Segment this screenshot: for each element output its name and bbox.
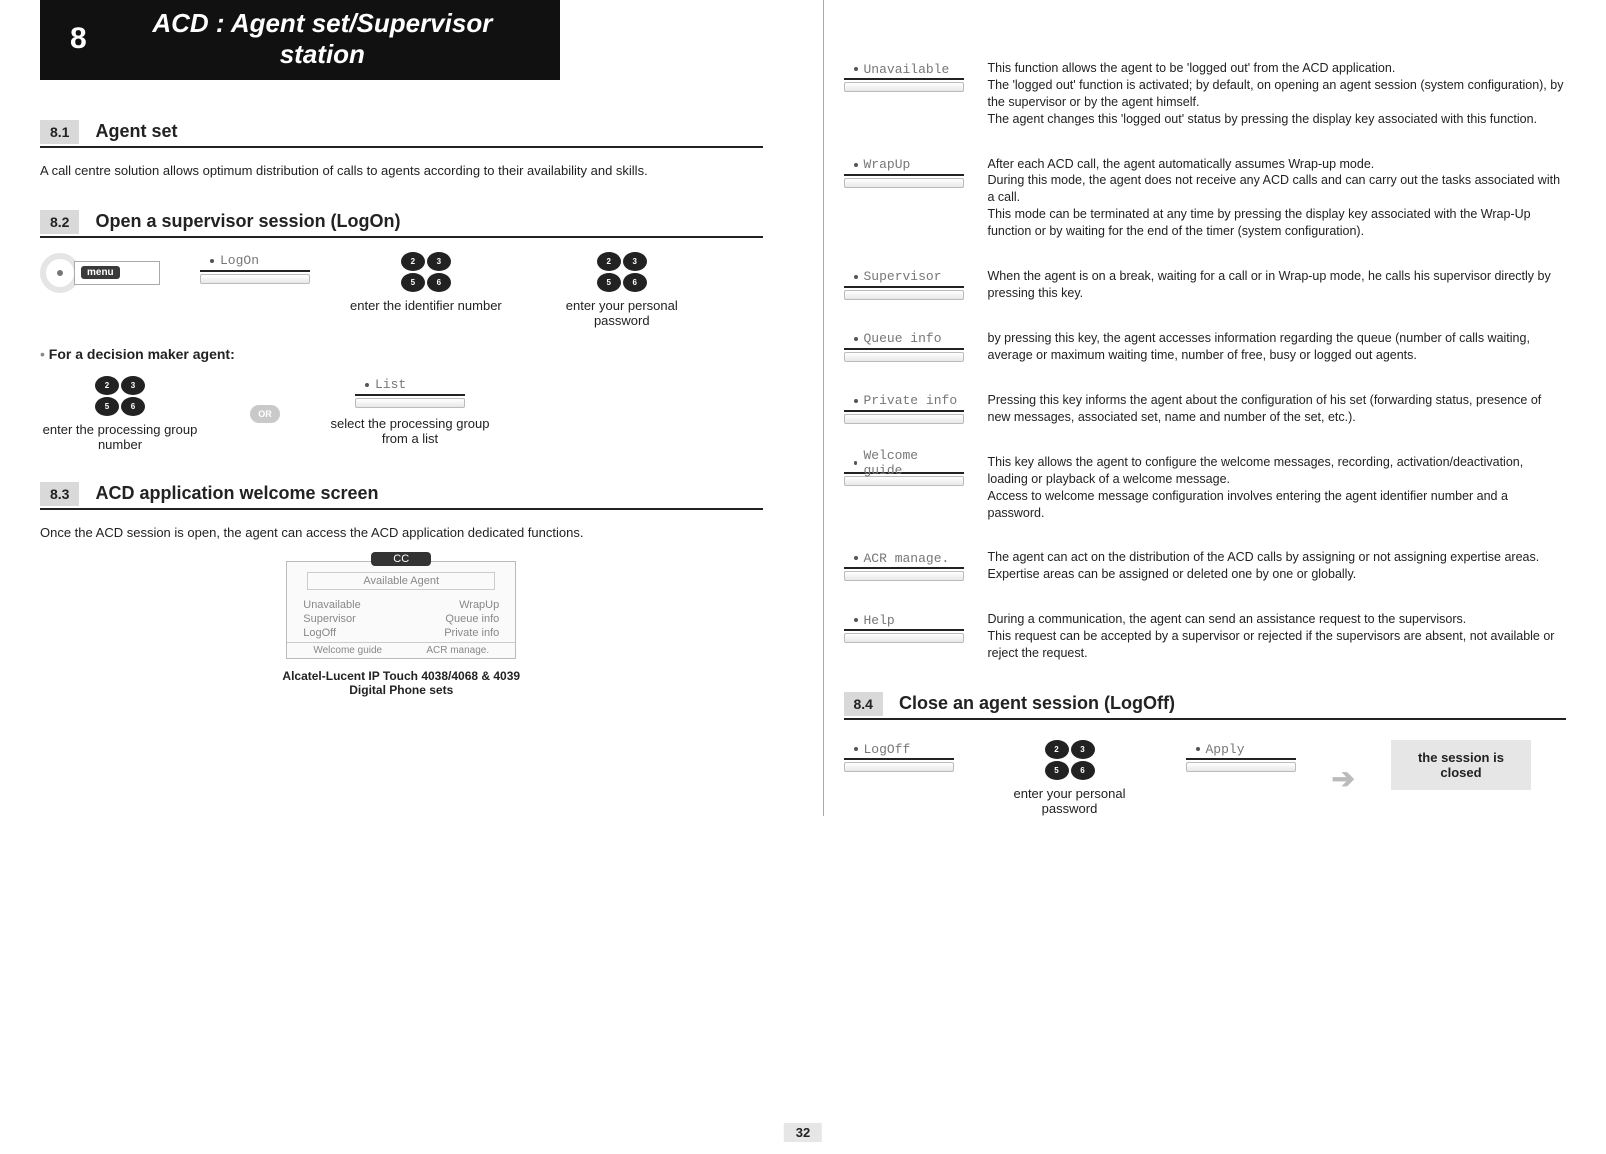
session-closed-box: the session is closed — [1391, 740, 1531, 790]
section-8-1-heading: 8.1 Agent set — [40, 120, 763, 148]
decision-maker-subhead: For a decision maker agent: — [40, 346, 763, 362]
func-private: Private info Pressing this key informs t… — [844, 392, 1567, 426]
apply-softkey-step: Apply — [1186, 740, 1296, 774]
func-desc: This function allows the agent to be 'lo… — [988, 60, 1567, 128]
section-title: Open a supervisor session (LogOn) — [95, 211, 400, 236]
screen-status: Available Agent — [307, 572, 495, 590]
step-caption: enter the identifier number — [350, 298, 502, 313]
section-8-4-heading: 8.4 Close an agent session (LogOff) — [844, 692, 1567, 720]
section-8-2-heading: 8.2 Open a supervisor session (LogOn) — [40, 210, 763, 238]
func-acr: ACR manage. The agent can act on the dis… — [844, 549, 1567, 583]
softkey-label: Unavailable — [844, 60, 964, 80]
screen-caption: Alcatel-Lucent IP Touch 4038/4068 & 4039… — [276, 669, 526, 697]
section-8-1-text: A call centre solution allows optimum di… — [40, 162, 763, 180]
func-help: Help During a communication, the agent c… — [844, 611, 1567, 662]
softkey-private-info: Private info — [844, 392, 964, 426]
softkey-label: Supervisor — [844, 268, 964, 288]
chapter-number: 8 — [70, 22, 87, 56]
keypad-icon: 23 56 — [95, 376, 145, 416]
screen-item: LogOff — [299, 626, 401, 640]
func-desc: Pressing this key informs the agent abou… — [988, 392, 1567, 426]
softkey-list: List — [355, 376, 465, 410]
step-caption: enter the processing group number — [40, 422, 200, 452]
section-number: 8.2 — [40, 210, 79, 234]
func-desc: by pressing this key, the agent accesses… — [988, 330, 1567, 364]
softkey-label: Help — [844, 611, 964, 631]
list-softkey-step: List select the processing group from a … — [330, 376, 490, 446]
func-desc: During a communication, the agent can se… — [988, 611, 1567, 662]
section-title: Agent set — [95, 121, 177, 146]
logon-softkey-step: LogOn — [200, 252, 310, 286]
menu-step: menu — [40, 252, 160, 294]
section-title: Close an agent session (LogOff) — [899, 693, 1175, 718]
screen-item: Supervisor — [299, 612, 401, 626]
keypad-icon: 23 56 — [597, 252, 647, 292]
screen-cc-tab: CC — [371, 552, 431, 566]
enter-pw-step: 23 56 enter your personal password — [990, 740, 1150, 816]
func-desc: The agent can act on the distribution of… — [988, 549, 1567, 583]
enter-pw-step: 23 56 enter your personal password — [542, 252, 702, 328]
softkey-acr-manage: ACR manage. — [844, 549, 964, 583]
screen-item: WrapUp — [401, 598, 503, 612]
func-desc: This key allows the agent to configure t… — [988, 454, 1567, 522]
func-welcome: Welcome guide This key allows the agent … — [844, 454, 1567, 522]
func-queue: Queue info by pressing this key, the age… — [844, 330, 1567, 364]
keypad-icon: 23 56 — [1045, 740, 1095, 780]
screen-item: Unavailable — [299, 598, 401, 612]
softkey-help: Help — [844, 611, 964, 645]
section-8-3-text: Once the ACD session is open, the agent … — [40, 524, 763, 542]
softkey-label: LogOff — [844, 740, 954, 760]
softkey-label: List — [355, 376, 465, 396]
section-title: ACD application welcome screen — [95, 483, 378, 508]
arrow-icon: ➔ — [1332, 762, 1355, 795]
softkey-apply: Apply — [1186, 740, 1296, 774]
softkey-label: Welcome guide — [844, 454, 964, 474]
softkey-wrapup: WrapUp — [844, 156, 964, 190]
screen-item: Queue info — [401, 612, 503, 626]
menu-label: menu — [81, 266, 120, 279]
softkey-logoff: LogOff — [844, 740, 954, 774]
func-desc: When the agent is on a break, waiting fo… — [988, 268, 1567, 302]
softkey-label: WrapUp — [844, 156, 964, 176]
logoff-softkey-step: LogOff — [844, 740, 954, 774]
section-number: 8.4 — [844, 692, 883, 716]
softkey-label: LogOn — [200, 252, 310, 272]
section-8-3-heading: 8.3 ACD application welcome screen — [40, 482, 763, 510]
keypad-icon: 23 56 — [401, 252, 451, 292]
acd-welcome-screen: CC Available Agent Unavailable WrapUp Su… — [286, 561, 516, 659]
chapter-title: ACD : Agent set/Supervisor station — [115, 8, 530, 70]
softkey-label: Queue info — [844, 330, 964, 350]
screen-item: Private info — [401, 626, 503, 640]
softkey-unavailable: Unavailable — [844, 60, 964, 94]
step-caption: enter your personal password — [542, 298, 702, 328]
func-desc: After each ACD call, the agent automatic… — [988, 156, 1567, 240]
screen-bottom-item: ACR manage. — [426, 645, 489, 656]
enter-group-step: 23 56 enter the processing group number — [40, 376, 200, 452]
menu-icon: menu — [40, 252, 160, 294]
section-number: 8.3 — [40, 482, 79, 506]
func-wrapup: WrapUp After each ACD call, the agent au… — [844, 156, 1567, 240]
func-unavailable: Unavailable This function allows the age… — [844, 60, 1567, 128]
logoff-flow: LogOff 23 56 enter your personal passwor… — [844, 740, 1567, 816]
decision-maker-flow: 23 56 enter the processing group number … — [40, 376, 763, 452]
step-caption: enter your personal password — [990, 786, 1150, 816]
softkey-logon: LogOn — [200, 252, 310, 286]
softkey-label: Private info — [844, 392, 964, 412]
page-number: 32 — [784, 1123, 822, 1142]
step-caption: select the processing group from a list — [330, 416, 490, 446]
screen-bottom-item: Welcome guide — [313, 645, 382, 656]
softkey-label: Apply — [1186, 740, 1296, 760]
enter-id-step: 23 56 enter the identifier number — [350, 252, 502, 313]
softkey-supervisor: Supervisor — [844, 268, 964, 302]
section-number: 8.1 — [40, 120, 79, 144]
softkey-welcome-guide: Welcome guide — [844, 454, 964, 488]
or-badge: OR — [250, 405, 280, 423]
softkey-queue-info: Queue info — [844, 330, 964, 364]
softkey-label: ACR manage. — [844, 549, 964, 569]
chapter-header: 8 ACD : Agent set/Supervisor station — [40, 0, 560, 80]
logon-flow: menu LogOn 23 56 enter the identifier nu… — [40, 252, 763, 328]
func-supervisor: Supervisor When the agent is on a break,… — [844, 268, 1567, 302]
